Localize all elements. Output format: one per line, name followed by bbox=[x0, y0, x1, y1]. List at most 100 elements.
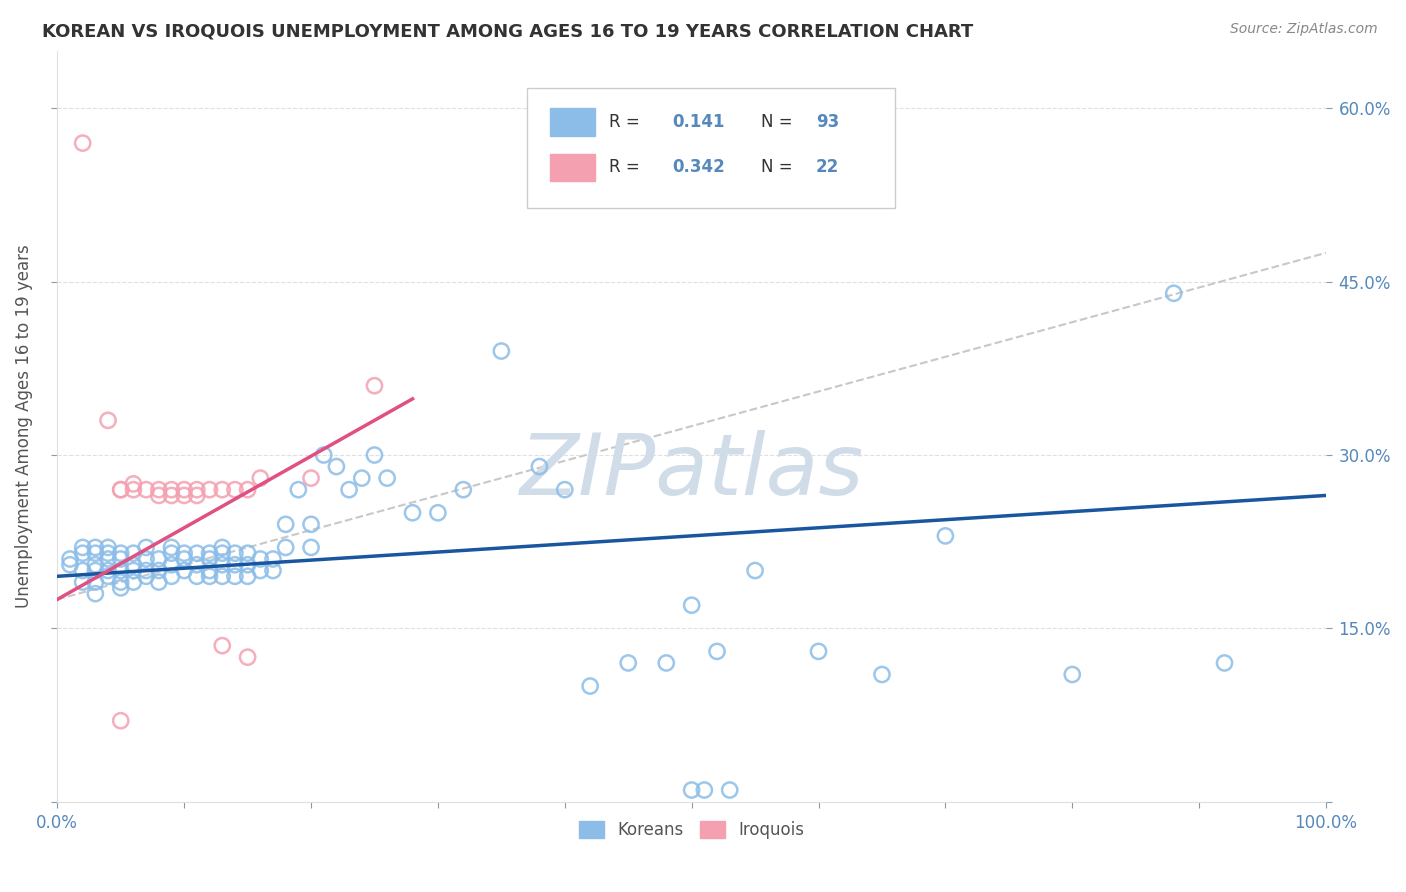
Point bbox=[249, 564, 271, 578]
Point bbox=[173, 552, 195, 566]
Point bbox=[160, 483, 183, 497]
Point bbox=[198, 483, 221, 497]
Point bbox=[198, 546, 221, 560]
Point bbox=[160, 541, 183, 555]
Point bbox=[262, 564, 284, 578]
Point bbox=[135, 569, 157, 583]
Point bbox=[160, 546, 183, 560]
Point bbox=[84, 541, 107, 555]
Point bbox=[236, 569, 259, 583]
Point bbox=[84, 564, 107, 578]
Point bbox=[198, 569, 221, 583]
Point bbox=[148, 575, 170, 590]
Point bbox=[173, 483, 195, 497]
Point bbox=[110, 575, 132, 590]
Point bbox=[122, 483, 145, 497]
Text: KOREAN VS IROQUOIS UNEMPLOYMENT AMONG AGES 16 TO 19 YEARS CORRELATION CHART: KOREAN VS IROQUOIS UNEMPLOYMENT AMONG AG… bbox=[42, 22, 973, 40]
Point bbox=[110, 483, 132, 497]
Text: ZIPatlas: ZIPatlas bbox=[520, 430, 863, 513]
Point bbox=[211, 546, 233, 560]
Text: 0.342: 0.342 bbox=[672, 158, 725, 176]
Point bbox=[236, 546, 259, 560]
Text: 93: 93 bbox=[815, 113, 839, 131]
Point bbox=[160, 558, 183, 572]
Point bbox=[299, 541, 322, 555]
Point bbox=[655, 656, 678, 670]
Point bbox=[453, 483, 475, 497]
Point bbox=[211, 541, 233, 555]
Point bbox=[274, 541, 297, 555]
Point bbox=[236, 483, 259, 497]
Point bbox=[59, 558, 82, 572]
Point bbox=[122, 476, 145, 491]
Point bbox=[274, 517, 297, 532]
Y-axis label: Unemployment Among Ages 16 to 19 years: Unemployment Among Ages 16 to 19 years bbox=[15, 244, 32, 608]
Point bbox=[173, 564, 195, 578]
Point bbox=[110, 552, 132, 566]
Point bbox=[148, 552, 170, 566]
Point bbox=[870, 667, 893, 681]
Point bbox=[72, 546, 94, 560]
Point bbox=[325, 459, 347, 474]
Point bbox=[135, 552, 157, 566]
Point bbox=[173, 488, 195, 502]
Point bbox=[72, 541, 94, 555]
Point bbox=[110, 714, 132, 728]
Point bbox=[84, 546, 107, 560]
Point bbox=[693, 783, 716, 797]
Point bbox=[97, 569, 120, 583]
Point bbox=[337, 483, 360, 497]
Point bbox=[934, 529, 956, 543]
Point bbox=[110, 581, 132, 595]
Point bbox=[135, 483, 157, 497]
Point bbox=[72, 136, 94, 150]
Point bbox=[59, 552, 82, 566]
Point bbox=[148, 564, 170, 578]
Point bbox=[224, 558, 246, 572]
Point bbox=[148, 483, 170, 497]
Point bbox=[173, 546, 195, 560]
Point bbox=[1062, 667, 1084, 681]
FancyBboxPatch shape bbox=[527, 88, 894, 209]
Point bbox=[211, 558, 233, 572]
Point bbox=[491, 344, 513, 359]
Point bbox=[1213, 656, 1236, 670]
Point bbox=[1163, 286, 1185, 301]
Point bbox=[375, 471, 398, 485]
Point bbox=[198, 564, 221, 578]
Point bbox=[186, 483, 208, 497]
Point bbox=[72, 575, 94, 590]
Point bbox=[617, 656, 640, 670]
Point bbox=[84, 558, 107, 572]
Text: R =: R = bbox=[609, 113, 640, 131]
Point bbox=[579, 679, 602, 693]
Point bbox=[122, 575, 145, 590]
Point bbox=[110, 564, 132, 578]
Point bbox=[706, 644, 728, 658]
Point bbox=[363, 378, 385, 392]
Point bbox=[224, 546, 246, 560]
Point bbox=[186, 558, 208, 572]
Point bbox=[249, 471, 271, 485]
Text: 0.141: 0.141 bbox=[672, 113, 725, 131]
Point bbox=[84, 575, 107, 590]
Point bbox=[529, 459, 551, 474]
Point bbox=[148, 488, 170, 502]
Point bbox=[312, 448, 335, 462]
Point bbox=[186, 546, 208, 560]
Point bbox=[122, 558, 145, 572]
Point bbox=[262, 552, 284, 566]
Point bbox=[363, 448, 385, 462]
Point bbox=[224, 569, 246, 583]
Point bbox=[97, 541, 120, 555]
Point bbox=[110, 483, 132, 497]
Point bbox=[160, 488, 183, 502]
Point bbox=[718, 783, 741, 797]
Point bbox=[350, 471, 373, 485]
Point bbox=[110, 546, 132, 560]
Text: N =: N = bbox=[762, 158, 793, 176]
Point bbox=[160, 569, 183, 583]
Point bbox=[211, 639, 233, 653]
Point bbox=[211, 569, 233, 583]
Text: R =: R = bbox=[609, 158, 640, 176]
